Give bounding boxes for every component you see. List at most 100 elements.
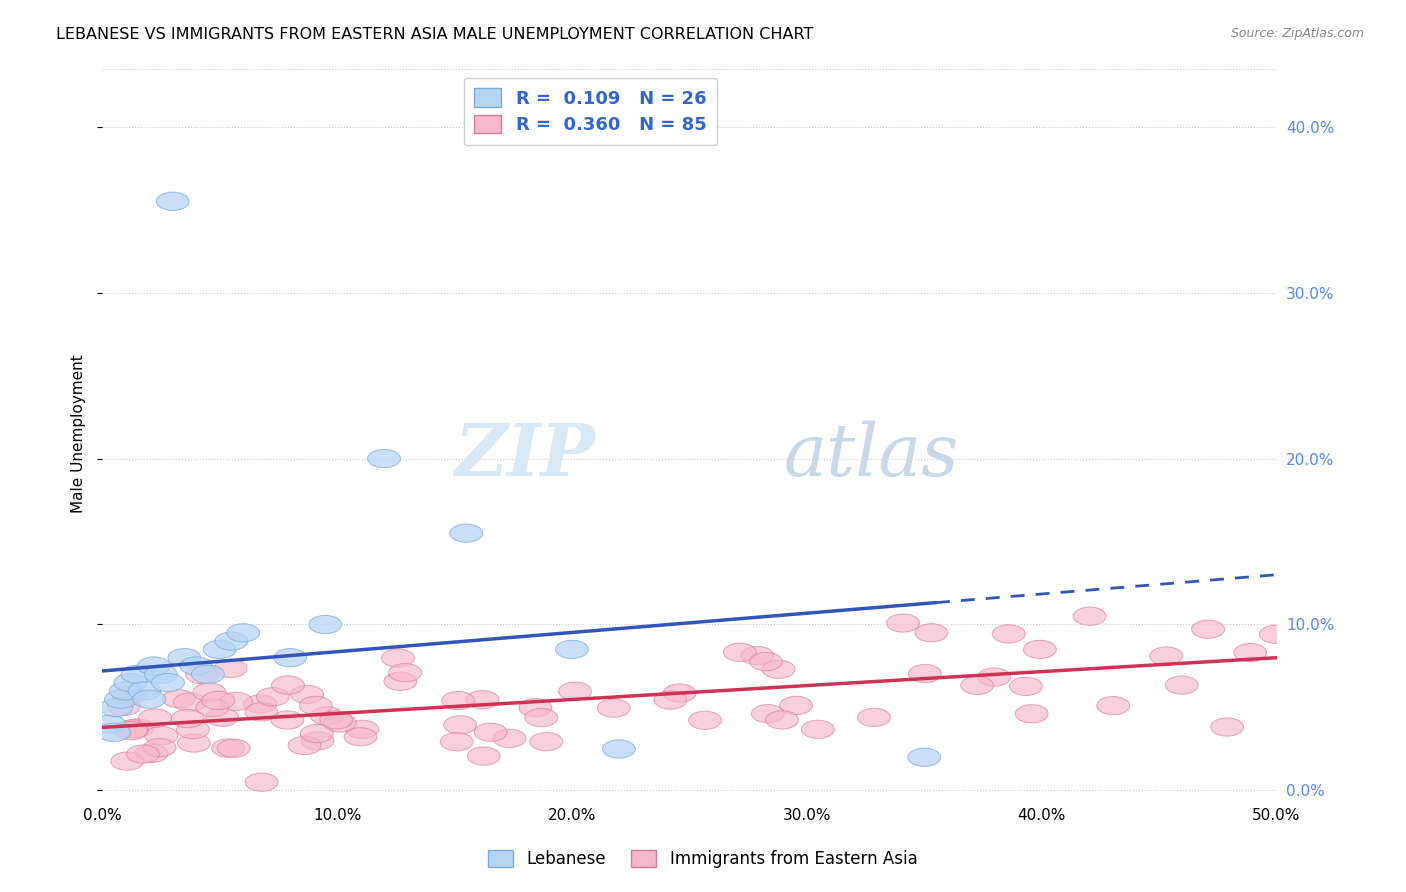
Ellipse shape [494, 730, 526, 747]
Ellipse shape [741, 647, 773, 665]
Ellipse shape [156, 192, 190, 211]
Ellipse shape [167, 648, 201, 667]
Ellipse shape [145, 665, 177, 683]
Ellipse shape [111, 752, 143, 771]
Ellipse shape [219, 692, 253, 710]
Ellipse shape [993, 624, 1025, 643]
Ellipse shape [271, 711, 304, 729]
Ellipse shape [1010, 677, 1042, 696]
Ellipse shape [201, 691, 235, 710]
Ellipse shape [135, 744, 169, 763]
Ellipse shape [1015, 705, 1047, 723]
Ellipse shape [110, 681, 142, 700]
Ellipse shape [749, 652, 782, 671]
Ellipse shape [132, 690, 166, 708]
Ellipse shape [908, 748, 941, 766]
Ellipse shape [145, 727, 179, 745]
Ellipse shape [558, 682, 592, 700]
Ellipse shape [163, 690, 195, 708]
Ellipse shape [311, 706, 343, 725]
Text: ZIP: ZIP [454, 420, 595, 491]
Ellipse shape [93, 715, 125, 733]
Ellipse shape [127, 745, 159, 764]
Ellipse shape [801, 720, 834, 739]
Ellipse shape [384, 673, 416, 690]
Ellipse shape [112, 686, 146, 705]
Ellipse shape [1150, 647, 1182, 665]
Ellipse shape [121, 719, 155, 737]
Ellipse shape [779, 697, 813, 714]
Ellipse shape [1166, 676, 1198, 694]
Ellipse shape [664, 684, 696, 702]
Text: atlas: atlas [783, 420, 959, 491]
Ellipse shape [288, 736, 321, 755]
Legend: R =  0.109   N = 26, R =  0.360   N = 85: R = 0.109 N = 26, R = 0.360 N = 85 [464, 78, 717, 145]
Ellipse shape [212, 739, 245, 757]
Ellipse shape [555, 640, 588, 658]
Text: LEBANESE VS IMMIGRANTS FROM EASTERN ASIA MALE UNEMPLOYMENT CORRELATION CHART: LEBANESE VS IMMIGRANTS FROM EASTERN ASIA… [56, 27, 814, 42]
Ellipse shape [115, 722, 148, 739]
Ellipse shape [226, 624, 260, 642]
Ellipse shape [724, 643, 756, 662]
Ellipse shape [530, 732, 562, 751]
Ellipse shape [766, 711, 799, 729]
Ellipse shape [215, 632, 247, 650]
Ellipse shape [218, 739, 250, 757]
Ellipse shape [388, 664, 422, 681]
Ellipse shape [1211, 718, 1243, 736]
Ellipse shape [524, 708, 558, 727]
Ellipse shape [274, 648, 307, 667]
Ellipse shape [271, 676, 305, 694]
Ellipse shape [603, 739, 636, 758]
Ellipse shape [195, 698, 229, 716]
Ellipse shape [204, 640, 236, 658]
Ellipse shape [245, 703, 278, 721]
Ellipse shape [114, 673, 146, 691]
Ellipse shape [344, 728, 377, 746]
Y-axis label: Male Unemployment: Male Unemployment [72, 354, 86, 513]
Ellipse shape [100, 698, 132, 716]
Ellipse shape [121, 665, 153, 683]
Ellipse shape [367, 450, 401, 467]
Ellipse shape [1073, 607, 1107, 625]
Text: Source: ZipAtlas.com: Source: ZipAtlas.com [1230, 27, 1364, 40]
Ellipse shape [177, 721, 209, 739]
Ellipse shape [440, 732, 474, 751]
Ellipse shape [152, 673, 184, 691]
Ellipse shape [450, 524, 482, 542]
Ellipse shape [977, 668, 1011, 686]
Ellipse shape [138, 657, 170, 675]
Ellipse shape [858, 708, 890, 726]
Ellipse shape [1097, 697, 1129, 714]
Ellipse shape [128, 681, 160, 700]
Ellipse shape [444, 715, 477, 734]
Ellipse shape [474, 723, 508, 741]
Ellipse shape [243, 695, 277, 713]
Ellipse shape [245, 773, 278, 791]
Ellipse shape [1233, 643, 1267, 662]
Ellipse shape [465, 690, 499, 709]
Ellipse shape [173, 693, 207, 711]
Ellipse shape [751, 705, 785, 723]
Ellipse shape [908, 665, 942, 682]
Ellipse shape [97, 723, 131, 741]
Ellipse shape [143, 739, 176, 756]
Ellipse shape [1260, 625, 1292, 643]
Ellipse shape [1024, 640, 1056, 658]
Ellipse shape [104, 690, 138, 708]
Ellipse shape [309, 615, 342, 633]
Ellipse shape [291, 685, 323, 704]
Ellipse shape [172, 709, 204, 728]
Ellipse shape [598, 699, 630, 717]
Ellipse shape [346, 720, 378, 739]
Ellipse shape [441, 691, 475, 710]
Ellipse shape [762, 660, 794, 679]
Ellipse shape [887, 614, 920, 632]
Ellipse shape [205, 708, 239, 726]
Ellipse shape [323, 714, 356, 732]
Ellipse shape [107, 698, 141, 715]
Ellipse shape [654, 691, 688, 709]
Ellipse shape [319, 711, 353, 729]
Ellipse shape [467, 747, 501, 765]
Ellipse shape [177, 734, 211, 752]
